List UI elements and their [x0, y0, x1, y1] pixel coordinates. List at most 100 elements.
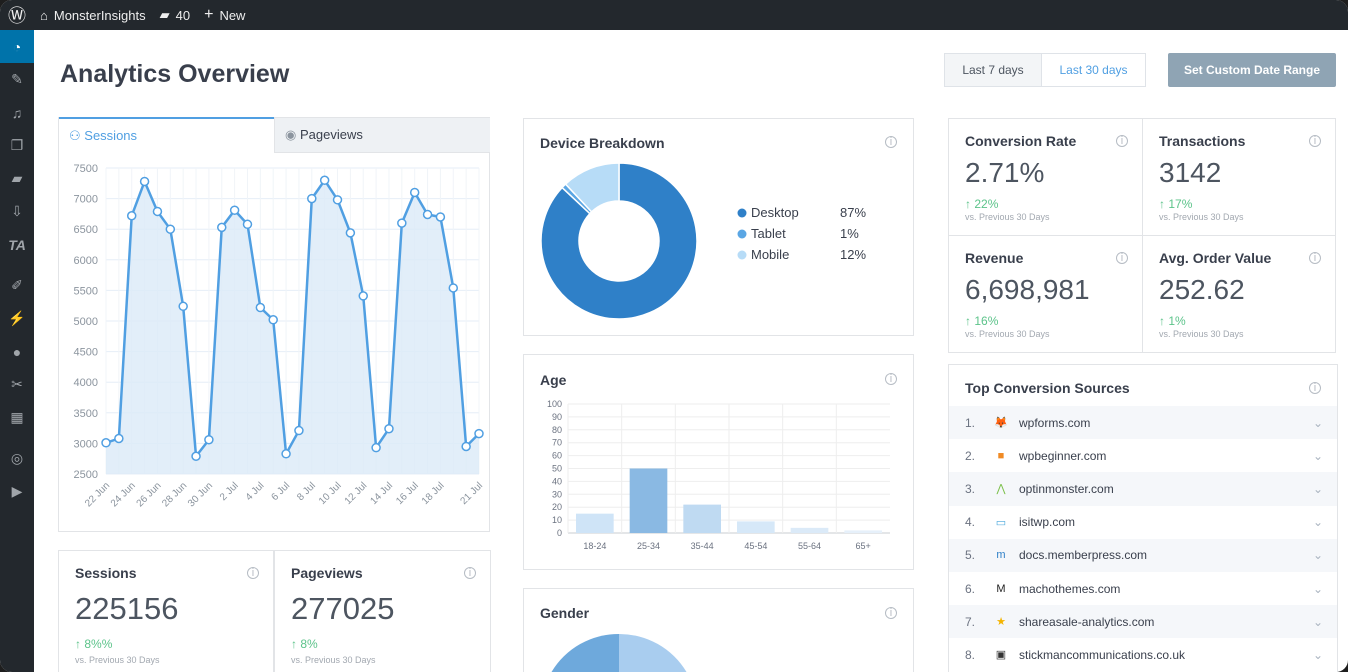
x-tick-label: 10 Jul: [317, 480, 344, 507]
sidebar-settings-icon[interactable]: ▦: [10, 409, 24, 425]
age-bar-35-44: [683, 504, 721, 533]
sidebar-play-icon[interactable]: ▶: [11, 483, 23, 499]
source-row[interactable]: 1. 🦊 wpforms.com ⌄: [949, 406, 1337, 440]
y-tick-label: 70: [552, 438, 562, 448]
site-link[interactable]: ⌂ MonsterInsights: [40, 7, 146, 23]
data-point: [217, 222, 227, 233]
tab-pageviews[interactable]: ◉ Pageviews: [274, 118, 490, 153]
gender-title: Gender: [540, 605, 590, 621]
source-row[interactable]: 7. ★ shareasale-analytics.com ⌄: [949, 605, 1337, 639]
chevron-down-icon[interactable]: ⌄: [1312, 415, 1323, 430]
data-point: [435, 212, 446, 222]
site-favicon-icon: 🦊: [994, 417, 1008, 430]
arrow-up-icon: ↑: [965, 197, 975, 211]
y-tick-label: 60: [552, 451, 562, 461]
source-name: wpforms.com: [1019, 415, 1091, 430]
sidebar-plugins-icon[interactable]: ⚡: [8, 310, 26, 326]
site-favicon-icon: ▣: [995, 649, 1007, 662]
stat-value: 225156: [75, 591, 179, 626]
chevron-down-icon[interactable]: ⌄: [1312, 581, 1323, 596]
source-row[interactable]: 5. m docs.memberpress.com ⌄: [949, 538, 1337, 572]
source-rank: 3.: [965, 481, 976, 496]
age-bar-chart: 0 10 20 30 40 50 60 70 80 90 100 18-24 25-34 35-44 45-…: [547, 399, 890, 551]
age-bar-55-64: [790, 527, 829, 533]
site-favicon-icon: ★: [996, 616, 1006, 629]
custom-date-range-button[interactable]: Set Custom Date Range: [1168, 53, 1336, 87]
source-rank: 6.: [965, 581, 976, 596]
x-tick-label: 28 Jun: [160, 480, 189, 509]
info-icon[interactable]: i: [1309, 252, 1321, 264]
comments-link[interactable]: ▰ 40: [159, 7, 191, 23]
source-rank: 4.: [965, 515, 976, 530]
sidebar-comments-icon[interactable]: ▰: [11, 170, 23, 186]
chevron-down-icon[interactable]: ⌄: [1312, 515, 1323, 530]
sidebar-media-icon[interactable]: ♫: [11, 104, 23, 121]
age-bar-45-54: [737, 521, 775, 533]
info-icon[interactable]: i: [1309, 135, 1321, 147]
data-point: [281, 449, 291, 459]
x-tick-label: 8 Jul: [295, 480, 318, 503]
stat-label: Pageviews: [291, 565, 363, 581]
sidebar-pin-icon[interactable]: ✎: [11, 71, 23, 87]
arrow-up-icon: ↑: [965, 314, 975, 328]
stat-change: ↑ 16%: [965, 314, 999, 328]
sidebar-dashboard-icon[interactable]: ◔: [0, 30, 34, 63]
info-icon[interactable]: i: [247, 567, 259, 579]
chevron-down-icon[interactable]: ⌄: [1312, 614, 1323, 629]
stat-comparison: vs. Previous 30 Days: [1159, 329, 1244, 339]
info-icon[interactable]: i: [885, 136, 897, 148]
last-30-days-button[interactable]: Last 30 days: [1059, 63, 1128, 77]
gender-pie-chart: [551, 633, 687, 672]
x-tick-label: 24 Jun: [109, 480, 138, 509]
chevron-down-icon[interactable]: ⌄: [1312, 548, 1323, 563]
source-row[interactable]: 2. ■ wpbeginner.com ⌄: [949, 439, 1337, 472]
tab-sessions[interactable]: ⚇ Sessions: [59, 117, 274, 153]
info-icon[interactable]: i: [885, 373, 897, 385]
data-point: [397, 218, 407, 228]
data-point: [448, 283, 459, 293]
user-icon: ⚇: [69, 128, 85, 143]
y-tick-label: 2500: [74, 469, 98, 481]
site-favicon-icon: ⋀: [996, 483, 1006, 496]
wordpress-logo-icon[interactable]: Ⓦ: [8, 6, 26, 26]
source-row[interactable]: 8. ▣ stickmancommunications.co.uk ⌄: [949, 638, 1337, 671]
stat-change: ↑ 1%: [1159, 314, 1186, 328]
sidebar-tools-icon[interactable]: ✂: [11, 376, 23, 392]
sidebar-ta-icon[interactable]: TA: [8, 236, 26, 253]
sidebar-feedback-icon[interactable]: ⇩: [11, 203, 23, 219]
sidebar-insights-icon[interactable]: ◎: [10, 450, 24, 466]
chevron-down-icon[interactable]: ⌄: [1312, 647, 1323, 662]
chevron-down-icon[interactable]: ⌄: [1312, 448, 1323, 463]
sidebar-users-icon[interactable]: ●: [12, 343, 22, 360]
source-rank: 7.: [965, 614, 976, 629]
legend-percent: 87%: [840, 205, 866, 220]
date-range-toggle: Last 7 days Last 30 days: [944, 53, 1146, 87]
source-row[interactable]: 3. ⋀ optinmonster.com ⌄: [949, 472, 1337, 506]
sidebar-appearance-icon[interactable]: ✐: [11, 277, 23, 293]
site-favicon-icon: ■: [997, 449, 1005, 462]
x-tick-label: 12 Jul: [343, 480, 370, 507]
page-title: Analytics Overview: [60, 60, 290, 88]
info-icon[interactable]: i: [1309, 382, 1321, 394]
info-icon[interactable]: i: [1116, 252, 1128, 264]
stat-card-pageviews: Pageviews i 277025 ↑ 8% vs. Previous 30 Days: [274, 550, 491, 672]
age-bar-18-24: [576, 513, 614, 533]
arrow-up-icon: ↑: [291, 637, 301, 651]
stat-label: Avg. Order Value: [1159, 250, 1272, 266]
stat-card-revenue: Revenue i 6,698,981 ↑ 16% vs. Previous 30 Da…: [948, 235, 1143, 353]
sidebar-pages-icon[interactable]: ❐: [10, 137, 24, 153]
info-icon[interactable]: i: [464, 567, 476, 579]
source-row[interactable]: 4. ▭ isitwp.com ⌄: [949, 506, 1337, 539]
chevron-down-icon[interactable]: ⌄: [1312, 481, 1323, 496]
gender-card: Gender i: [523, 588, 914, 672]
last-7-days-button[interactable]: Last 7 days: [945, 54, 1042, 86]
new-link[interactable]: + New: [204, 6, 246, 23]
x-tick-label: 26 Jun: [135, 480, 164, 509]
y-tick-label: 0: [557, 528, 562, 538]
info-icon[interactable]: i: [1116, 135, 1128, 147]
y-tick-label: 6000: [74, 255, 98, 267]
stat-label: Sessions: [75, 565, 137, 581]
info-icon[interactable]: i: [885, 607, 897, 619]
